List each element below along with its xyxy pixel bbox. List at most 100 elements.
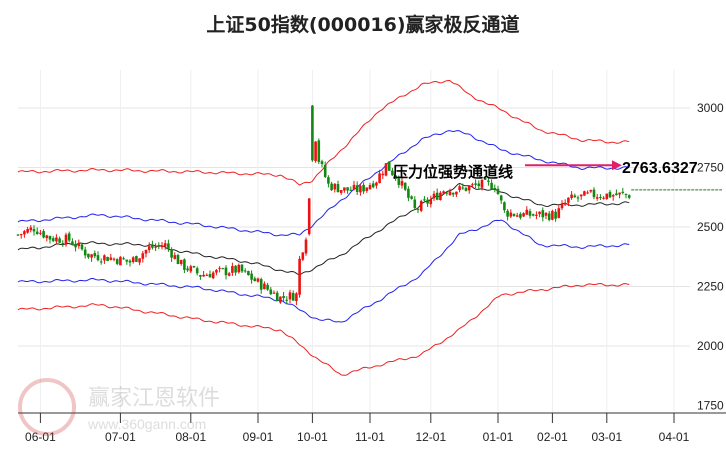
candle-body [490,182,493,190]
candle-body [250,273,253,280]
candle-body [87,253,90,258]
candle-body [512,213,516,216]
x-tick-label: 02-01 [537,430,568,444]
candle-body [272,292,276,294]
candle-body [464,187,468,191]
candle-body [535,214,538,216]
candle-body [496,188,500,195]
candle-body [144,249,148,254]
candle-body [528,211,532,216]
candle-body [259,279,263,290]
candle-body [407,188,410,198]
candle-body [477,183,481,186]
candle-body [23,231,26,235]
candle-body [253,278,257,282]
candle-body [221,268,225,270]
candle-body [416,208,420,210]
candle-body [336,184,340,193]
candle-body [432,193,436,199]
candle-body [42,231,45,238]
candle-body [506,210,509,217]
candle-body [83,249,87,256]
candle-body [279,296,282,303]
candle-body [234,265,237,273]
candle-body [563,202,567,205]
candle-body [400,181,404,186]
candle-body [192,266,196,268]
candle-body [298,258,301,295]
y-tick-label: 2500 [697,220,724,234]
candle-body [112,258,116,260]
x-tick-label: 01-01 [483,430,514,444]
candle-body [448,191,452,196]
candle-body [592,189,596,198]
candle-body [605,193,609,199]
candle-body [442,191,445,194]
band-upper-outer [17,79,630,186]
candle-body [410,196,413,199]
candle-body [413,199,417,209]
candle-body [544,212,548,216]
candle-body [467,185,471,191]
x-tick-label: 08-01 [175,430,206,444]
candle-body [135,255,138,262]
candle-body [115,259,119,264]
candle-body [531,214,535,216]
candle-body [183,259,186,270]
candle-body [67,233,71,241]
candle-body [608,191,612,198]
candle-body [237,264,241,273]
candle-body [211,272,215,279]
candle-body [58,238,61,243]
candle-body [125,259,129,262]
candle-body [147,246,151,250]
candle-body [77,242,81,247]
candle-body [567,197,570,203]
candle-body [458,186,461,191]
candle-body [339,189,343,193]
candle-body [128,260,132,263]
candle-body [343,187,346,191]
candle-body [394,175,397,179]
candle-body [19,234,23,236]
watermark-name: 赢家江恩软件 [88,386,221,411]
candle-body [138,258,141,263]
candle-body [26,229,29,233]
candle-body [71,241,74,245]
candle-body [487,180,490,182]
chart-title: 上证50指数(000016)赢家极反通道 [206,14,520,36]
candle-body [368,185,372,189]
candle-body [90,254,93,258]
candle-body [455,191,458,195]
candle-body [154,246,157,248]
candle-body [176,255,180,265]
candle-body [122,258,125,260]
candle-body [551,210,554,220]
candle-body [151,244,154,248]
x-tick-label: 10-01 [297,430,328,444]
candle-body [461,187,465,189]
candle-body [35,231,39,235]
candle-body [291,293,295,301]
candle-body [323,164,327,177]
candle-body [199,275,202,277]
watermark-url: www.360gann.com [88,416,207,432]
candle-body [509,212,513,217]
resistance-arrow-head [612,160,622,171]
candle-body [560,203,564,209]
candle-body [170,249,173,258]
candle-body [375,182,378,186]
x-tick-label: 07-01 [105,430,136,444]
y-tick-label: 2000 [697,339,724,353]
x-tick-label: 03-01 [591,430,622,444]
band-lower-outer [17,282,630,376]
candle-body [285,299,289,301]
candle-body [195,268,199,274]
candle-body [311,105,314,161]
candle-body [525,209,529,215]
candle-body [99,261,103,263]
candle-body [615,193,618,196]
candle-body [547,213,551,220]
y-tick-label: 3000 [697,101,724,115]
candle-body [119,256,122,266]
